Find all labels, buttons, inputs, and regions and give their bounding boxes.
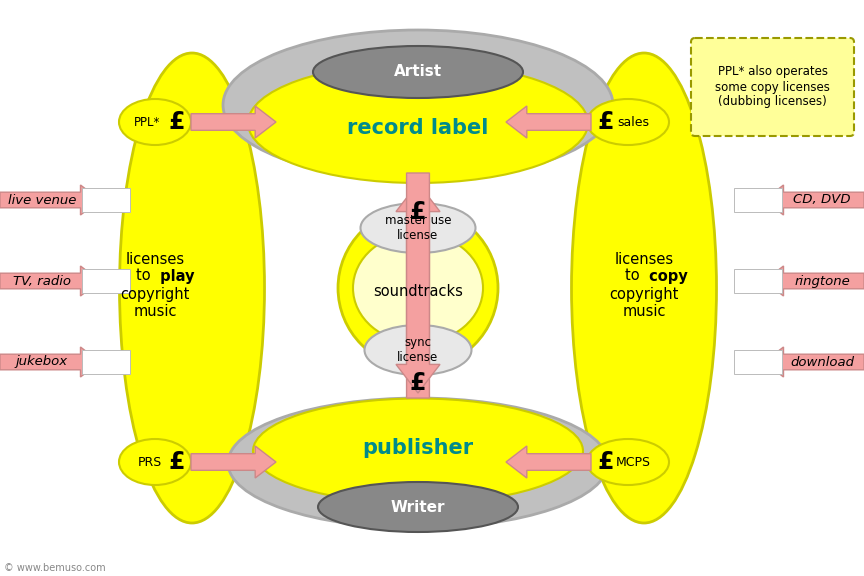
Text: sales: sales [617,116,649,128]
FancyBboxPatch shape [734,269,782,293]
Polygon shape [0,266,100,296]
Ellipse shape [119,99,191,145]
Polygon shape [191,446,276,478]
Ellipse shape [571,53,716,523]
Text: live venue: live venue [8,194,76,207]
Text: jukebox: jukebox [16,355,68,369]
Text: soundtracks: soundtracks [373,283,463,298]
Text: £: £ [598,450,614,474]
Polygon shape [764,347,864,377]
Text: £: £ [598,110,614,134]
Text: TV, radio: TV, radio [13,275,71,287]
Polygon shape [506,446,591,478]
Ellipse shape [313,46,523,98]
Ellipse shape [119,53,264,523]
Text: MCPS: MCPS [615,456,651,468]
Text: record label: record label [347,118,489,138]
Text: music: music [622,304,666,319]
Text: £: £ [410,371,426,395]
Text: £: £ [168,110,185,134]
Text: publisher: publisher [362,438,473,458]
Polygon shape [396,173,440,393]
Text: Writer: Writer [391,499,445,514]
Ellipse shape [587,99,669,145]
FancyBboxPatch shape [734,350,782,374]
Ellipse shape [253,399,583,503]
FancyBboxPatch shape [734,188,782,212]
Polygon shape [506,106,591,138]
Text: download: download [790,355,854,369]
Text: to: to [136,268,155,283]
Ellipse shape [365,325,472,375]
Text: play: play [155,268,194,283]
Ellipse shape [119,439,191,485]
Ellipse shape [587,439,669,485]
Ellipse shape [228,398,608,528]
Polygon shape [764,266,864,296]
Text: £: £ [168,450,185,474]
Text: to: to [625,268,644,283]
Text: licenses: licenses [614,252,674,267]
Text: PRS: PRS [138,456,162,468]
Text: CD, DVD: CD, DVD [793,194,851,207]
Text: ringtone: ringtone [794,275,850,287]
Text: £: £ [410,200,426,224]
Polygon shape [764,185,864,215]
Ellipse shape [223,30,613,180]
FancyBboxPatch shape [82,269,130,293]
FancyBboxPatch shape [82,350,130,374]
Text: sync
license: sync license [397,336,439,364]
Text: music: music [133,304,177,319]
Ellipse shape [353,233,483,343]
Text: PPL*: PPL* [134,116,160,128]
Text: copyright: copyright [120,287,190,302]
Polygon shape [0,347,100,377]
FancyBboxPatch shape [82,188,130,212]
Text: copy: copy [644,268,688,283]
Text: PPL* also operates
some copy licenses
(dubbing licenses): PPL* also operates some copy licenses (d… [715,66,830,108]
Text: © www.bemuso.com: © www.bemuso.com [4,563,105,573]
Polygon shape [0,185,100,215]
Ellipse shape [338,208,498,368]
Ellipse shape [248,63,588,183]
Text: Artist: Artist [394,65,442,79]
Text: copyright: copyright [609,287,679,302]
Text: master use
license: master use license [384,214,451,242]
Polygon shape [396,183,440,398]
Polygon shape [191,106,276,138]
FancyBboxPatch shape [691,38,854,136]
Ellipse shape [318,482,518,532]
Text: licenses: licenses [125,252,185,267]
Ellipse shape [360,203,475,253]
